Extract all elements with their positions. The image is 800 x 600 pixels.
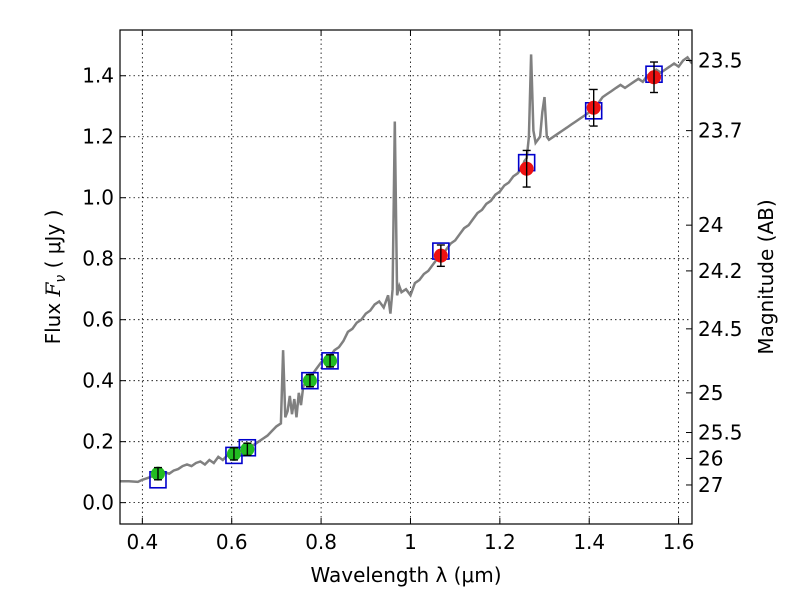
x-tick-label: 1.6: [663, 530, 695, 554]
x-axis-label: Wavelength λ (μm): [310, 563, 501, 587]
right-tick-label: 24.2: [698, 259, 743, 283]
x-tick-label: 0.6: [216, 530, 248, 554]
right-tick-label: 24.5: [698, 317, 743, 341]
right-tick-label: 24: [698, 213, 723, 237]
y-axis-label: Flux Fν ( μJy ): [41, 210, 69, 345]
x-tick-label: 1: [404, 530, 417, 554]
spectrum-line: [120, 54, 692, 484]
y-tick-label: 1.4: [82, 64, 114, 88]
plot-frame: [119, 29, 693, 525]
y-tick-label: 1.0: [82, 186, 114, 210]
right-tick-label: 25.5: [698, 421, 743, 445]
ticks: 0.4 0.6 0.8 1 1.2 1.4 1.6 0.0 0.2 0.4 0.6 0.8 1.0 1.2…: [82, 30, 743, 554]
y-tick-label: 0.2: [82, 430, 114, 454]
x-tick-label: 0.4: [126, 530, 158, 554]
right-tick-label: 27: [698, 473, 723, 497]
y-tick-label: 1.2: [82, 125, 114, 149]
right-tick-label: 25: [698, 381, 723, 405]
x-tick-label: 1.4: [573, 530, 605, 554]
right-tick-label: 23.5: [698, 48, 743, 72]
y-axis-label-variable: F: [41, 281, 65, 297]
y-axis-label-suffix: ( μJy ): [41, 210, 65, 275]
grid: [120, 30, 692, 524]
y-tick-label: 0.4: [82, 369, 114, 393]
y-axis-label-subscript: ν: [53, 275, 69, 283]
y-tick-label: 0.0: [82, 491, 114, 515]
right-axis-label: Magnitude (AB): [754, 199, 778, 354]
spectrum: [120, 54, 692, 484]
y-tick-label: 0.6: [82, 308, 114, 332]
x-tick-label: 0.8: [305, 530, 337, 554]
model-flux-square: [301, 371, 319, 390]
y-axis-label-prefix: Flux: [41, 296, 65, 344]
data-points: [149, 61, 663, 489]
right-tick-label: 23.7: [698, 119, 743, 143]
right-tick-label: 26: [698, 446, 723, 470]
x-tick-label: 1.2: [484, 530, 516, 554]
y-tick-label: 0.8: [82, 247, 114, 271]
model-flux-square: [321, 352, 339, 370]
